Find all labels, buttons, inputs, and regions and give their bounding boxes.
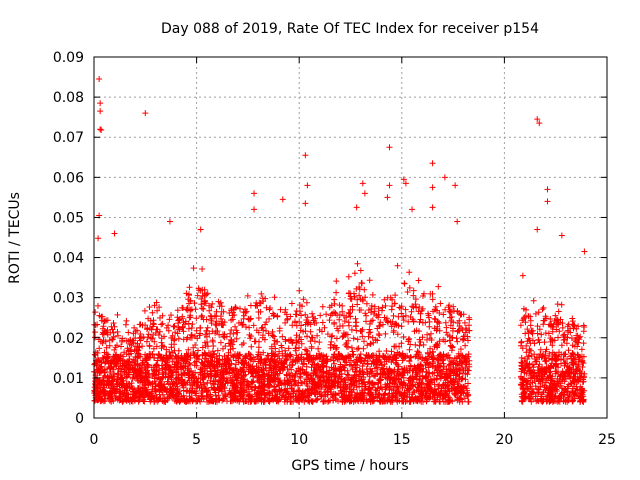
- x-tick-label: 25: [598, 432, 616, 448]
- data-point: [429, 204, 436, 211]
- x-tick-label: 0: [90, 432, 99, 448]
- data-point: [279, 196, 286, 203]
- data-point: [166, 218, 173, 225]
- data-point: [402, 180, 409, 187]
- y-tick-label: 0.05: [53, 210, 84, 226]
- data-point: [197, 226, 204, 233]
- data-point: [95, 235, 102, 242]
- y-tick-label: 0.02: [53, 331, 84, 347]
- data-point: [96, 76, 103, 83]
- data-point: [361, 190, 368, 197]
- y-tick-label: 0.04: [53, 251, 84, 267]
- data-point: [98, 127, 105, 134]
- y-axis-label: ROTI / TECUs: [7, 192, 23, 284]
- data-point: [558, 232, 565, 239]
- y-tick-label: 0.08: [53, 90, 84, 106]
- tick-labels: 0 0.01 0.02 0.03 0.04 0.05 0.06 0.07 0.08 0.09 0 5 1…: [53, 50, 616, 448]
- data-point: [384, 194, 391, 201]
- data-point: [429, 160, 436, 167]
- x-axis-label: GPS time / hours: [291, 458, 408, 474]
- data-point-cloud: [91, 260, 588, 405]
- data-point: [534, 116, 541, 123]
- data-point: [409, 206, 416, 213]
- data-point: [386, 182, 393, 189]
- data-points: [91, 76, 588, 405]
- grid: [94, 57, 607, 418]
- data-point: [111, 230, 118, 237]
- data-point: [304, 182, 311, 189]
- data-point: [302, 200, 309, 207]
- data-point: [519, 272, 526, 279]
- x-tick-label: 10: [290, 432, 308, 448]
- data-point: [536, 120, 543, 127]
- data-point: [359, 180, 366, 187]
- data-point: [97, 100, 104, 107]
- y-tick-label: 0: [75, 411, 84, 427]
- x-tick-label: 5: [192, 432, 201, 448]
- data-point: [386, 144, 393, 151]
- data-point: [251, 206, 258, 213]
- x-tick-label: 20: [495, 432, 513, 448]
- data-point: [544, 198, 551, 205]
- data-point: [400, 176, 407, 183]
- data-point: [454, 218, 461, 225]
- y-tick-label: 0.01: [53, 371, 84, 387]
- data-point: [441, 174, 448, 181]
- y-tick-label: 0.06: [53, 170, 84, 186]
- y-tick-label: 0.07: [53, 130, 84, 146]
- data-point: [581, 248, 588, 255]
- y-tick-label: 0.09: [53, 50, 84, 66]
- x-tick-label: 15: [393, 432, 411, 448]
- data-point: [429, 184, 436, 191]
- chart-title: Day 088 of 2019, Rate Of TEC Index for r…: [161, 21, 539, 37]
- data-point: [452, 182, 459, 189]
- y-tick-label: 0.03: [53, 291, 84, 307]
- data-point: [353, 204, 360, 211]
- data-point: [251, 190, 258, 197]
- data-point: [142, 110, 149, 117]
- data-point: [97, 126, 104, 133]
- data-point: [97, 108, 104, 115]
- data-point: [534, 226, 541, 233]
- plot-frame: [93, 56, 608, 419]
- data-point: [544, 186, 551, 193]
- data-point: [302, 152, 309, 159]
